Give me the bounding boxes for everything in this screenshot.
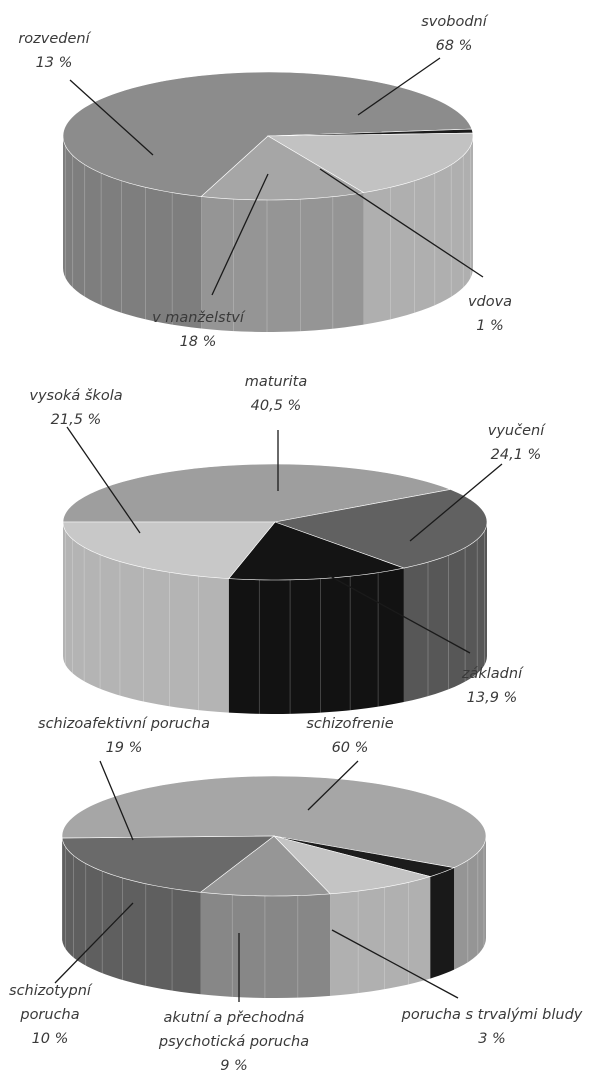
slice-vyuceni	[273, 489, 488, 569]
label-rozvedeni: rozvedení	[18, 31, 91, 47]
pie-chart-diagnosis	[61, 775, 487, 998]
slice-schizotypni-porucha	[199, 835, 331, 897]
label-schizotypni: schizotypní	[9, 983, 93, 999]
pie-top	[61, 775, 487, 897]
side-v-manzelstvi	[363, 136, 473, 325]
label-bludy: porucha s trvalými bludy	[401, 1007, 583, 1023]
slice-schizoafektivni-porucha	[61, 835, 275, 893]
side-vysoka-skola	[63, 522, 229, 713]
pie-sides	[63, 522, 487, 714]
label-maturita-pct: 40,5 %	[251, 398, 302, 414]
label-svobodni-pct: 68 %	[436, 38, 473, 54]
label-vdova: vdova	[468, 294, 512, 310]
labels-chart-2: maturita 40,5 % vysoká škola 21,5 % vyuč…	[29, 374, 546, 706]
label-manzelstvi: v manželství	[152, 310, 246, 326]
side-schizofrenie	[454, 836, 486, 970]
side-rozvedeni	[201, 192, 364, 332]
slice-rozvedeni	[200, 135, 365, 201]
leader-zakladni	[327, 574, 471, 654]
slice-akutni-a-prechodna-psychoticka-porucha	[273, 835, 432, 895]
leader-manzelstvi	[211, 173, 269, 296]
label-maturita: maturita	[245, 374, 307, 390]
pie-top	[62, 463, 488, 581]
label-schizotypni-pct: 10 %	[32, 1031, 69, 1047]
leader-schizoafektivni	[99, 760, 134, 841]
pie-chart-marital-status	[62, 71, 474, 332]
label-vysoka: vysoká škola	[29, 388, 122, 404]
side-vyuceni	[403, 522, 487, 703]
leader-vyuceni	[409, 463, 503, 542]
slice-schizofrenie	[61, 775, 487, 868]
leader-vysoka	[66, 426, 141, 534]
label-svobodni: svobodní	[421, 14, 488, 30]
label-schizoafektivni-pct: 19 %	[106, 740, 143, 756]
slice-maturita	[62, 463, 452, 523]
side-schizoafektivni-porucha	[62, 838, 201, 995]
label-vyuceni: vyučení	[488, 423, 546, 439]
label-akutni-2: psychotická porucha	[158, 1034, 309, 1050]
leader-bludy	[331, 929, 459, 999]
slice-porucha-s-trvalymi-bludy	[273, 835, 456, 877]
side-zakladni	[228, 568, 404, 714]
leader-schizofrenie	[307, 760, 359, 811]
label-akutni: akutní a přechodná	[164, 1010, 305, 1026]
pie-top	[62, 71, 474, 201]
side-porucha-s-trvalymi-bludy	[430, 867, 455, 979]
leader-schizotypni	[54, 902, 134, 984]
label-bludy-pct: 3 %	[478, 1031, 506, 1047]
label-schizoafektivni: schizoafektivní porucha	[38, 716, 210, 732]
label-vdova-pct: 1 %	[476, 318, 504, 334]
leader-vdova	[319, 168, 484, 278]
slice-svobodni	[62, 71, 473, 197]
pie-sides	[62, 836, 486, 998]
leader-lines	[54, 57, 503, 1002]
label-schizotypni-2: porucha	[19, 1007, 79, 1023]
leader-rozvedeni	[69, 79, 154, 156]
slice-zakladni	[228, 521, 405, 581]
slice-v-manzelstvi	[266, 132, 474, 193]
leader-svobodni	[357, 57, 441, 116]
labels-chart-3: schizoafektivní porucha 19 % schizofreni…	[9, 716, 583, 1074]
pie-sides	[63, 136, 473, 332]
label-akutni-pct: 9 %	[220, 1058, 248, 1074]
label-zakladni: základní	[461, 666, 524, 682]
label-schizofrenie: schizofrenie	[306, 716, 393, 732]
label-schizofrenie-pct: 60 %	[332, 740, 369, 756]
label-zakladni-pct: 13,9 %	[467, 690, 518, 706]
label-manzelstvi-pct: 18 %	[180, 334, 217, 350]
side-schizotypni-porucha	[200, 892, 331, 998]
slice-vysoka-skola	[62, 521, 276, 579]
slice-vdova	[267, 128, 474, 137]
label-vysoka-pct: 21,5 %	[51, 412, 102, 428]
labels-chart-1: svobodní 68 % rozvedení 13 % v manželstv…	[18, 14, 512, 350]
side-akutni-a-prechodna-psychoticka-porucha	[330, 876, 431, 996]
side-svobodni	[63, 136, 202, 329]
label-rozvedeni-pct: 13 %	[36, 55, 73, 71]
pie-chart-education	[62, 463, 488, 714]
label-vyuceni-pct: 24,1 %	[491, 447, 542, 463]
